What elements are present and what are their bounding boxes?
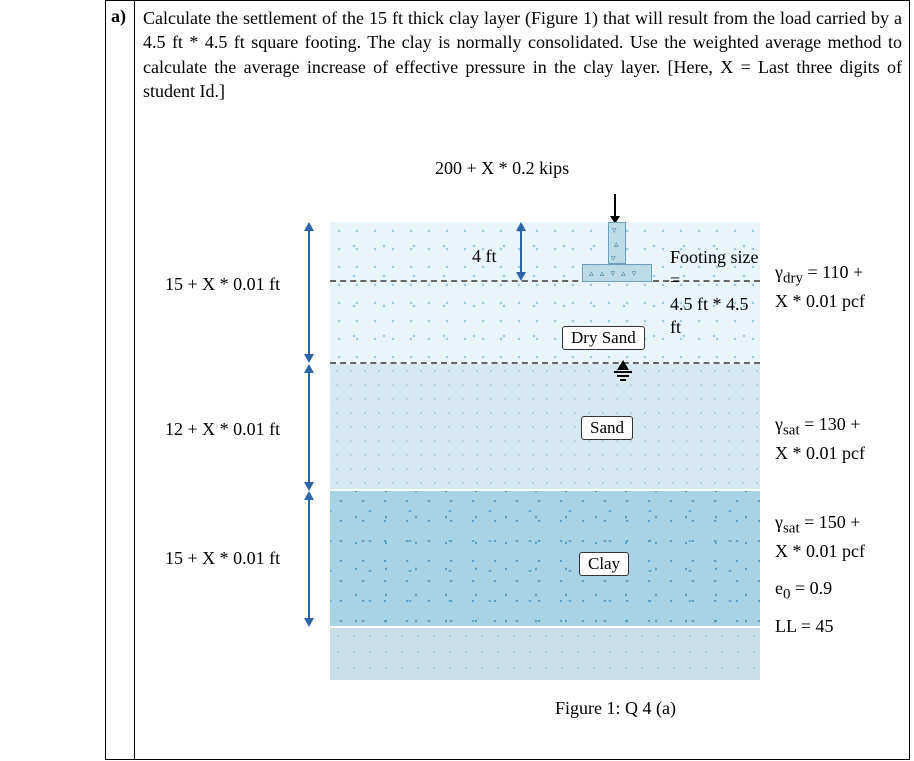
gamma-symbol: γ [775,414,783,434]
part-label: a) [105,0,134,33]
gamma-symbol: γ [775,262,783,282]
sand-texture [330,364,760,489]
clay-layer [330,491,760,626]
water-table-icon [608,360,638,387]
content-column: Calculate the settlement of the 15 ft th… [135,0,910,760]
sand-thickness: 12 + X * 0.01 ft [165,419,280,440]
footing-stem: ▿ ▵ ▿ [608,222,626,264]
dry-sand-gamma: γdry = 110 +X * 0.01 pcf [775,260,865,313]
e0-symbol: e [775,578,783,598]
clay-thickness: 15 + X * 0.01 ft [165,548,280,569]
footing-depth-label: 4 ft [472,246,497,267]
gamma-sub: sat [783,423,800,439]
dry-sand-thickness: 15 + X * 0.01 ft [165,274,280,295]
footing-dots: ▵ [614,239,621,250]
sand-gamma: γsat = 130 +X * 0.01 pcf [775,412,865,465]
bottom-texture [330,628,760,680]
footing-dots: ▿ [612,225,619,236]
gamma-sub: sat [783,521,800,537]
clay-label: Clay [579,552,629,576]
footing-size-label: Footing size = 4.5 ft * 4.5 ft [670,246,760,340]
gamma-sub: dry [783,271,803,287]
label-column: a) [105,0,135,760]
soil-diagram: ▿ ▵ ▿ ▵ ▵ ▿ ▵ ▿ Dry Sand Sand Clay Footi… [330,214,760,694]
e0-sub: 0 [783,587,791,603]
footing-size-line2: 4.5 ft * 4.5 ft [670,294,749,337]
footing-dots: ▿ [611,253,618,264]
footing-dots: ▵ ▵ ▿ [589,268,617,279]
clay-e0: e0 = 0.9 [775,576,832,605]
clay-gamma: γsat = 150 +X * 0.01 pcf [775,510,865,563]
sand-label: Sand [581,416,633,440]
footing-base: ▵ ▵ ▿ ▵ ▿ [582,264,652,282]
footing-dots: ▵ ▿ [621,268,638,279]
footing-size-line1: Footing size = [670,247,759,290]
bottom-layer [330,628,760,680]
clay-texture [330,491,760,626]
figure-caption: Figure 1: Q 4 (a) [555,698,676,719]
load-formula: 200 + X * 0.2 kips [435,158,569,179]
dry-sand-label: Dry Sand [562,326,645,350]
question-text: Calculate the settlement of the 15 ft th… [135,0,910,103]
sand-layer [330,364,760,489]
clay-ll: LL = 45 [775,614,833,638]
gamma-symbol: γ [775,512,783,532]
e0-value: = 0.9 [791,578,833,598]
